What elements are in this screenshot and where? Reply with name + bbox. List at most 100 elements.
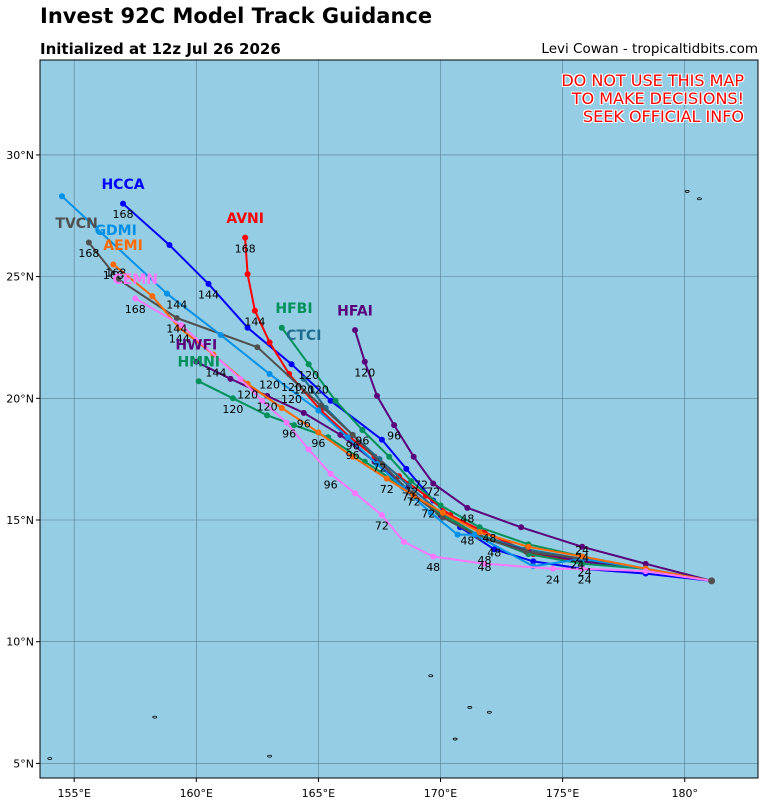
ocean-background bbox=[40, 60, 758, 778]
hour-label: 96 bbox=[346, 439, 360, 452]
lat-tick-label: 30°N bbox=[6, 149, 34, 162]
hour-label: 120 bbox=[257, 400, 278, 413]
track-point bbox=[305, 446, 312, 453]
track-point bbox=[242, 234, 249, 241]
track-point bbox=[430, 553, 437, 560]
island bbox=[696, 197, 702, 201]
hour-label: 96 bbox=[355, 435, 369, 448]
track-point bbox=[195, 378, 202, 385]
hour-label: 72 bbox=[404, 486, 418, 499]
track-point bbox=[471, 531, 478, 538]
hour-label: 24 bbox=[546, 573, 560, 586]
hour-label: 144 bbox=[244, 315, 265, 328]
warning-line-3: SEEK OFFICIAL INFO bbox=[583, 107, 744, 126]
model-label-hmni: HMNI bbox=[177, 355, 220, 371]
hour-label: 168 bbox=[78, 247, 99, 260]
track-point bbox=[464, 504, 471, 511]
track-point bbox=[391, 422, 398, 429]
track-point bbox=[254, 344, 261, 351]
hour-label: 144 bbox=[198, 289, 219, 302]
hour-label: 168 bbox=[105, 267, 126, 280]
track-point bbox=[439, 514, 446, 521]
model-label-hwfi: HWFI bbox=[175, 338, 217, 354]
track-point bbox=[518, 524, 525, 531]
map-title: Invest 92C Model Track Guidance bbox=[40, 4, 433, 28]
island bbox=[486, 710, 492, 714]
track-point bbox=[259, 397, 266, 404]
hour-label: 48 bbox=[477, 561, 491, 574]
track-point bbox=[430, 480, 437, 487]
track-point bbox=[300, 375, 307, 382]
hour-label: 120 bbox=[222, 403, 243, 416]
track-point bbox=[374, 392, 381, 399]
track-point bbox=[315, 429, 322, 436]
track-point bbox=[378, 436, 385, 443]
hour-label: 120 bbox=[281, 381, 302, 394]
lon-tick-label: 165°E bbox=[302, 787, 335, 800]
island bbox=[452, 737, 458, 741]
hour-label: 72 bbox=[414, 478, 428, 491]
lon-tick-label: 180° bbox=[671, 787, 698, 800]
track-point bbox=[58, 193, 65, 200]
track-point bbox=[288, 361, 295, 368]
hour-label: 120 bbox=[293, 383, 314, 396]
hour-label: 120 bbox=[354, 366, 375, 379]
track-point bbox=[352, 327, 359, 334]
model-label-gdmi: GDMI bbox=[95, 223, 137, 239]
model-label-tvcn: TVCN bbox=[55, 216, 97, 232]
hour-label: 120 bbox=[281, 393, 302, 406]
hour-label: 120 bbox=[237, 388, 258, 401]
track-point bbox=[266, 370, 273, 377]
track-point bbox=[115, 276, 122, 283]
track-point bbox=[410, 492, 417, 499]
lat-tick-label: 10°N bbox=[6, 636, 34, 649]
model-label-ctci: CTCI bbox=[286, 328, 321, 344]
track-point bbox=[300, 409, 307, 416]
lat-tick-label: 20°N bbox=[6, 392, 34, 405]
track-point bbox=[244, 271, 251, 278]
track-point bbox=[327, 397, 334, 404]
hour-label: 120 bbox=[308, 383, 329, 396]
hour-label: 48 bbox=[477, 554, 491, 567]
hour-label: 72 bbox=[426, 486, 440, 499]
track-point bbox=[244, 324, 251, 331]
track-point bbox=[166, 241, 173, 248]
track-point bbox=[332, 397, 339, 404]
track-point bbox=[403, 465, 410, 472]
track-tvcn bbox=[88, 241, 712, 582]
initial-position bbox=[708, 577, 716, 585]
track-point bbox=[530, 558, 537, 565]
track-point bbox=[264, 412, 271, 419]
model-tracks bbox=[58, 193, 716, 585]
track-point bbox=[229, 395, 236, 402]
hour-label: 168 bbox=[103, 269, 124, 282]
hour-label: 24 bbox=[575, 551, 589, 564]
track-point bbox=[110, 261, 117, 268]
track-point bbox=[476, 529, 483, 536]
track-point bbox=[349, 431, 356, 438]
hour-label: 72 bbox=[402, 491, 416, 504]
track-point bbox=[549, 565, 556, 572]
disclaimer-warning: DO NOT USE THIS MAP TO MAKE DECISIONS! S… bbox=[561, 72, 744, 126]
hour-label: 168 bbox=[113, 208, 134, 221]
track-point bbox=[374, 461, 381, 468]
hour-label: 96 bbox=[324, 478, 338, 491]
track-aemi bbox=[112, 263, 712, 582]
hour-label: 120 bbox=[298, 369, 319, 382]
track-point bbox=[491, 546, 498, 553]
track-point bbox=[361, 358, 368, 365]
track-point bbox=[525, 543, 532, 550]
track-point bbox=[178, 322, 185, 329]
track-point bbox=[352, 490, 359, 497]
track-point bbox=[579, 553, 586, 560]
islands bbox=[47, 190, 702, 760]
graticule bbox=[36, 60, 758, 782]
hour-label: 72 bbox=[407, 495, 421, 508]
hour-label: 48 bbox=[482, 532, 496, 545]
track-point bbox=[266, 339, 273, 346]
track-point bbox=[193, 358, 200, 365]
hour-label: 96 bbox=[297, 418, 311, 431]
hour-label: 48 bbox=[426, 561, 440, 574]
hour-label: 144 bbox=[205, 366, 226, 379]
